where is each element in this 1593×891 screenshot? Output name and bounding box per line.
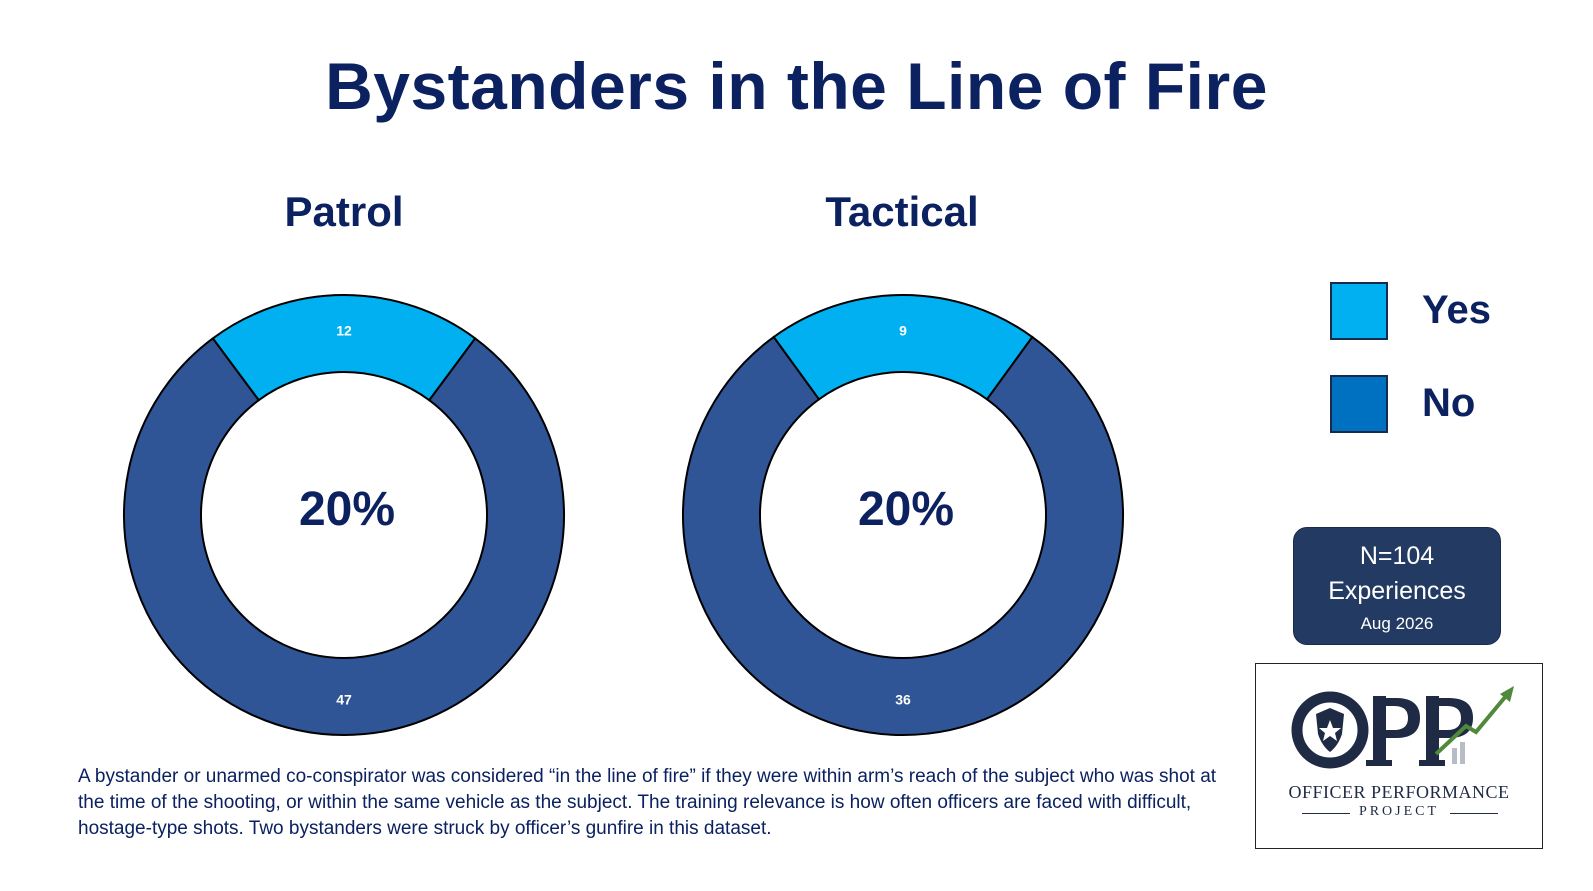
logo-arrow-icon [1500,686,1514,702]
star-icon [1319,720,1341,741]
slice-tactical-yes [772,294,1034,401]
slice-label-tactical-no: 36 [895,692,911,708]
logo-text-line2: PROJECT [1358,804,1440,819]
logo-p1-stem [1373,696,1386,764]
opp-logo-mark [1291,686,1514,769]
sample-date: Aug 2026 [1360,614,1434,633]
chart-title-tactical: Tactical [825,188,979,235]
legend-item-yes: Yes [1330,282,1530,344]
logo-text-line1: OFFICER PERFORMANCE [1288,782,1510,802]
legend-swatch-yes [1330,282,1388,340]
chart-title-patrol: Patrol [284,188,404,235]
logo-o-ring [1291,691,1369,769]
slice-label-patrol-yes: 12 [336,323,352,339]
sample-size-badge: N=104 Experiences Aug 2026 [1293,527,1501,645]
slice-tactical-no [682,335,1124,737]
logo-rule-left [1302,813,1350,814]
legend-swatch-no [1330,375,1388,433]
logo-rule-right [1450,813,1498,814]
center-label-tactical: 20% [858,483,954,536]
legend-label-no: No [1422,381,1476,425]
footnote: A bystander or unarmed co-conspirator wa… [78,766,1217,839]
slice-patrol-no [123,337,565,736]
slice-patrol-yes [211,294,477,402]
donut-charts: 12 47 20% 9 36 20% [123,294,1124,737]
logo-bar-1 [1452,748,1457,764]
sample-size-unit: Experiences [1328,577,1466,605]
page-title: Bystanders in the Line of Fire [325,49,1268,123]
slice-label-patrol-no: 47 [336,692,352,708]
logo-p1-bowl [1380,698,1420,738]
logo-trend-line [1434,694,1508,756]
sample-size-count: N=104 [1359,542,1435,570]
logo-p2-foot [1419,760,1445,766]
opp-logo: OFFICER PERFORMANCE PROJECT [1255,663,1543,849]
legend-label-yes: Yes [1422,288,1491,332]
logo-p1-foot [1366,760,1392,766]
slice-label-tactical-yes: 9 [899,323,907,339]
logo-bar-2 [1460,742,1465,764]
logo-p2-stem [1426,696,1439,764]
legend-item-no: No [1330,375,1530,437]
center-label-patrol: 20% [299,483,395,536]
